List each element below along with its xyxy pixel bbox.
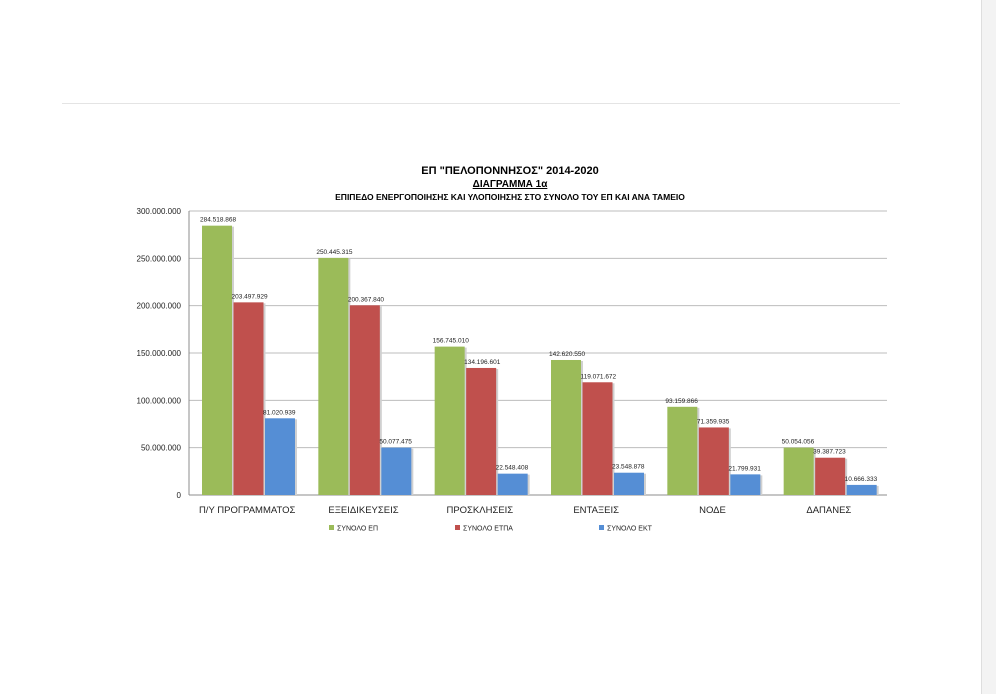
- data-label: 142.620.550: [549, 351, 586, 358]
- bar: [582, 382, 613, 495]
- data-label: 203.497.929: [232, 293, 269, 300]
- chart-title: ΕΠ "ΠΕΛΟΠΟΝΝΗΣΟΣ" 2014-2020: [421, 165, 599, 177]
- bar: [815, 457, 846, 495]
- bar: [202, 225, 232, 496]
- data-label: 50.054.056: [782, 439, 815, 446]
- y-tick-label: 250.000.000: [137, 254, 182, 263]
- bar: [551, 359, 581, 495]
- chart-subtitle: ΔΙΑΓΡΑΜΜΑ 1α: [472, 179, 548, 190]
- legend-label: ΣΥΝΟΛΟ ΕΚΤ: [607, 526, 653, 533]
- data-label: 200.367.840: [348, 296, 385, 303]
- bar: [434, 346, 465, 495]
- data-label: 50.077.475: [379, 439, 412, 446]
- y-tick-label: 100.000.000: [137, 396, 182, 405]
- x-tick-label: ΔΑΠΑΝΕΣ: [806, 505, 851, 516]
- bar: [783, 447, 814, 495]
- bar: [381, 447, 412, 495]
- legend-label: ΣΥΝΟΛΟ ΕΤΠΑ: [463, 526, 513, 533]
- page-edge: [981, 0, 996, 694]
- data-label: 39.387.723: [813, 449, 846, 456]
- y-tick-label: 50.000.000: [141, 444, 182, 453]
- x-tick-label: ΠΡΟΣΚΛΗΣΕΙΣ: [446, 505, 513, 516]
- bar: [846, 484, 877, 495]
- legend-label: ΣΥΝΟΛΟ ΕΠ: [337, 526, 378, 533]
- y-tick-label: 200.000.000: [137, 302, 182, 311]
- data-label: 23.548.878: [612, 464, 645, 471]
- bar: [730, 474, 761, 495]
- bar: [698, 427, 729, 495]
- legend-swatch: [329, 525, 334, 530]
- data-label: 22.548.408: [496, 465, 529, 472]
- bar: [466, 367, 497, 495]
- bar: [614, 472, 644, 495]
- chart-subtitle-2: ΕΠΙΠΕΔΟ ΕΝΕΡΓΟΠΟΙΗΣΗΣ ΚΑΙ ΥΛΟΠΟΙΗΣΗΣ ΣΤΟ…: [335, 192, 685, 202]
- y-tick-label: 300.000.000: [137, 207, 182, 216]
- chart-title-block: ΕΠ "ΠΕΛΟΠΟΝΝΗΣΟΣ" 2014-2020 ΔΙΑΓΡΑΜΜΑ 1α…: [260, 164, 760, 203]
- y-tick-label: 150.000.000: [137, 349, 182, 358]
- legend-swatch: [455, 525, 460, 530]
- x-tick-label: ΕΞΕΙΔΙΚΕΥΣΕΙΣ: [328, 505, 398, 516]
- bar: [497, 473, 528, 495]
- data-label: 284.518.868: [200, 217, 237, 224]
- bar: [318, 257, 349, 495]
- x-tick-label: Π/Υ ΠΡΟΓΡΑΜΜΑΤΟΣ: [199, 505, 296, 516]
- data-label: 156.745.010: [433, 338, 470, 345]
- divider: [62, 103, 900, 104]
- data-label: 93.159.866: [665, 398, 698, 405]
- bar: [233, 302, 264, 495]
- data-label: 134.196.601: [464, 359, 501, 366]
- data-label: 10.666.333: [845, 476, 878, 483]
- data-label: 71.359.935: [697, 418, 730, 425]
- data-label: 250.445.315: [316, 249, 353, 256]
- data-label: 119.071.672: [581, 373, 617, 380]
- x-tick-label: ΕΝΤΑΞΕΙΣ: [573, 505, 619, 516]
- bar: [349, 305, 380, 495]
- x-tick-label: ΝΟΔΕ: [699, 505, 726, 516]
- legend-swatch: [599, 525, 604, 530]
- bar: [265, 418, 295, 495]
- bar: [667, 406, 698, 495]
- y-tick-label: 0: [177, 491, 182, 500]
- data-label: 81.020.939: [263, 409, 296, 416]
- data-label: 21.799.931: [728, 465, 761, 472]
